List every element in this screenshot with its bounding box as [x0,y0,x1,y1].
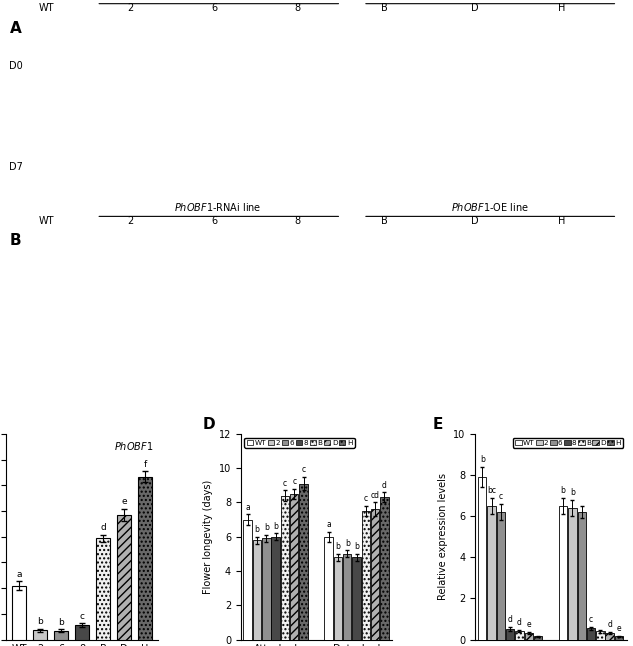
Bar [290,494,299,640]
Text: B: B [9,233,21,248]
Text: e: e [617,624,622,632]
Text: cd: cd [371,491,380,500]
Bar [568,508,577,640]
Bar [497,512,505,640]
Text: a: a [16,570,22,579]
Text: c: c [292,477,296,486]
Text: b: b [37,617,43,626]
Bar [577,512,586,640]
Legend: WT, 2, 6, 8, B, D, H: WT, 2, 6, 8, B, D, H [513,437,623,448]
Text: d: d [382,481,387,490]
Bar [299,484,308,640]
Text: $\it{PhOBF1}$-OE line: $\it{PhOBF1}$-OE line [451,201,529,213]
Bar [280,495,289,640]
Text: b: b [254,525,260,534]
Text: D6: D6 [9,366,23,377]
Text: e: e [527,620,531,629]
Bar [32,630,47,640]
Text: D: D [471,216,479,225]
Text: b: b [354,542,359,551]
Text: 8: 8 [295,3,301,14]
Text: B: B [381,3,388,14]
Text: f: f [144,460,147,469]
Bar [478,477,487,640]
Text: $\it{PhOBF1}$-RNAi line: $\it{PhOBF1}$-RNAi line [173,201,261,213]
Text: E: E [433,417,443,432]
Text: A: A [9,21,21,36]
Text: bc: bc [487,486,496,495]
Bar [534,636,542,640]
Bar [324,537,333,640]
Text: B: B [381,216,388,225]
Bar [343,554,351,640]
Bar [11,585,27,640]
Bar [559,506,567,640]
Bar [515,631,523,640]
Text: D: D [471,3,479,14]
Bar [587,628,595,640]
Text: H: H [558,216,565,225]
Text: b: b [264,523,269,532]
Text: 6: 6 [211,216,217,225]
Text: 2: 2 [127,216,134,225]
Text: b: b [570,488,575,497]
Bar [54,630,68,640]
Text: b: b [480,455,485,464]
Text: D: D [203,417,216,432]
Text: D0: D0 [9,271,23,281]
Bar [506,629,515,640]
Y-axis label: Flower longevity (days): Flower longevity (days) [203,479,213,594]
Text: a: a [326,520,331,529]
Text: d: d [517,618,522,627]
Text: c: c [589,614,593,623]
Text: c: c [499,492,503,501]
Text: c: c [301,465,306,474]
Text: H: H [558,3,565,14]
Text: b: b [335,542,341,551]
Text: c: c [364,494,368,503]
Text: WT: WT [39,3,54,14]
Bar [334,557,342,640]
Bar [615,636,624,640]
Y-axis label: Relative expression levels: Relative expression levels [438,474,448,600]
Bar [75,625,89,640]
Text: b: b [561,486,566,495]
Bar [371,509,379,640]
Bar [244,519,252,640]
Bar [361,511,370,640]
Text: D7: D7 [9,162,23,172]
Bar [137,477,153,640]
Bar [96,538,110,640]
Bar [380,497,389,640]
Legend: WT, 2, 6, 8, B, D, H: WT, 2, 6, 8, B, D, H [244,437,354,448]
Text: 2: 2 [127,3,134,14]
Bar [605,633,614,640]
Text: d: d [100,523,106,532]
Bar [596,631,605,640]
Text: c: c [80,612,84,621]
Bar [353,557,361,640]
Bar [272,537,280,640]
Text: 8: 8 [295,216,301,225]
Bar [262,539,270,640]
Text: d: d [508,615,513,624]
Text: d: d [607,620,612,629]
Text: b: b [345,539,349,548]
Text: c: c [283,479,287,488]
Text: b: b [58,618,64,627]
Text: WT: WT [39,216,54,225]
Bar [116,515,132,640]
Text: 6: 6 [211,3,217,14]
Text: e: e [121,497,127,506]
Bar [253,540,261,640]
Text: b: b [273,522,278,531]
Bar [525,633,533,640]
Text: $\it{PhOBF1}$: $\it{PhOBF1}$ [114,440,153,452]
Bar [487,506,496,640]
Text: a: a [246,503,250,512]
Text: D0: D0 [9,61,23,72]
